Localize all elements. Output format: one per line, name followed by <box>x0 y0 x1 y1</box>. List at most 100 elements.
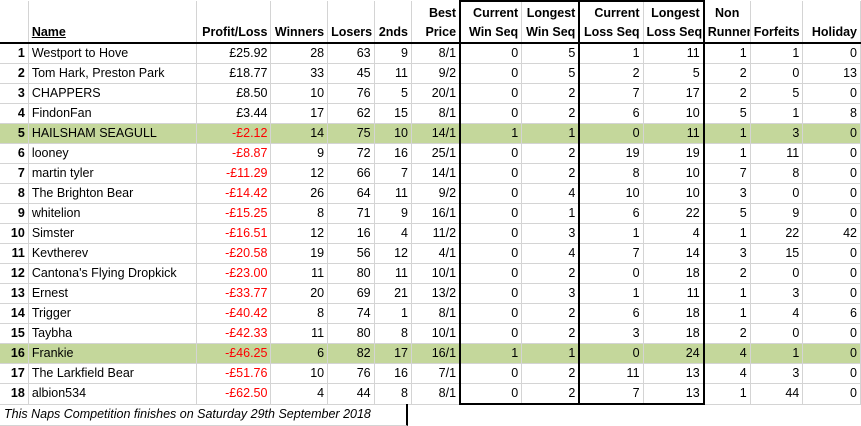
longest-loss-seq-cell[interactable]: 10 <box>643 183 705 204</box>
name-cell[interactable]: Trigger <box>28 303 197 324</box>
best-price-cell[interactable]: 10/1 <box>411 323 461 344</box>
best-price-cell[interactable]: 16/1 <box>411 343 461 364</box>
name-cell[interactable]: Taybha <box>28 323 197 344</box>
winners-cell[interactable]: 14 <box>270 123 329 144</box>
winners-cell[interactable]: 6 <box>270 343 329 364</box>
table-row[interactable]: 4 FindonFan £3.44 17 62 15 8/1 0 2 6 10 5 1 8 <box>0 103 861 124</box>
seconds-cell[interactable]: 9 <box>374 203 413 224</box>
current-loss-seq-cell[interactable]: 7 <box>579 243 644 264</box>
table-row[interactable]: 14 Trigger -£40.42 8 74 1 8/1 0 2 6 18 1 4 6 <box>0 303 861 324</box>
seconds-cell[interactable]: 8 <box>374 383 413 405</box>
longest-loss-seq-cell[interactable]: 24 <box>643 343 705 364</box>
holiday-cell[interactable]: 0 <box>802 283 861 304</box>
non-runners-cell[interactable]: 1 <box>703 123 751 144</box>
profit-loss-cell[interactable]: £25.92 <box>196 43 272 64</box>
best-price-cell[interactable]: 4/1 <box>411 243 461 264</box>
longest-loss-seq-cell[interactable]: 17 <box>643 83 705 104</box>
longest-win-seq-cell[interactable]: 2 <box>521 323 581 344</box>
losers-cell[interactable]: 69 <box>327 283 375 304</box>
forfeits-cell[interactable]: 3 <box>750 283 804 304</box>
longest-loss-seq-cell[interactable]: 11 <box>643 123 705 144</box>
current-loss-seq-cell[interactable]: 10 <box>579 183 644 204</box>
profit-loss-cell[interactable]: -£51.76 <box>196 363 272 384</box>
profit-loss-cell[interactable]: -£14.42 <box>196 183 272 204</box>
non-runners-cell[interactable]: 1 <box>703 303 751 324</box>
profit-loss-cell[interactable]: £18.77 <box>196 63 272 84</box>
holiday-header[interactable]: Holiday <box>802 1 861 44</box>
current-loss-seq-cell[interactable]: 7 <box>579 383 644 405</box>
best-price-cell[interactable]: 14/1 <box>411 123 461 144</box>
current-win-seq-cell[interactable]: 0 <box>459 363 523 384</box>
forfeits-cell[interactable]: 0 <box>750 323 804 344</box>
winners-cell[interactable]: 10 <box>270 83 329 104</box>
current-loss-seq-cell[interactable]: 1 <box>579 43 644 64</box>
seconds-cell[interactable]: 11 <box>374 183 413 204</box>
longest-win-seq-cell[interactable]: 3 <box>521 283 581 304</box>
name-cell[interactable]: looney <box>28 143 197 164</box>
longest-loss-seq-cell[interactable]: 18 <box>643 263 705 284</box>
best-price-cell[interactable]: 20/1 <box>411 83 461 104</box>
name-cell[interactable]: Ernest <box>28 283 197 304</box>
losers-cell[interactable]: 72 <box>327 143 375 164</box>
current-win-seq-cell[interactable]: 0 <box>459 183 523 204</box>
current-win-seq-cell[interactable]: 0 <box>459 203 523 224</box>
winners-cell[interactable]: 10 <box>270 363 329 384</box>
rank-cell[interactable]: 2 <box>0 63 29 84</box>
winners-cell[interactable]: 26 <box>270 183 329 204</box>
non-runners-cell[interactable]: 1 <box>703 383 751 405</box>
rank-cell[interactable]: 11 <box>0 243 29 264</box>
losers-cell[interactable]: 82 <box>327 343 375 364</box>
best-price-header[interactable]: Best Price <box>411 1 461 44</box>
longest-loss-seq-cell[interactable]: 11 <box>643 43 705 64</box>
longest-loss-seq-cell[interactable]: 10 <box>643 103 705 124</box>
losers-cell[interactable]: 64 <box>327 183 375 204</box>
holiday-cell[interactable]: 0 <box>802 383 861 405</box>
longest-loss-seq-cell[interactable]: 13 <box>643 363 705 384</box>
longest-loss-seq-cell[interactable]: 14 <box>643 243 705 264</box>
winners-header[interactable]: Winners <box>270 1 329 44</box>
winners-cell[interactable]: 11 <box>270 263 329 284</box>
current-win-seq-cell[interactable]: 0 <box>459 143 523 164</box>
current-loss-seq-cell[interactable]: 6 <box>579 303 644 324</box>
winners-cell[interactable]: 17 <box>270 103 329 124</box>
winners-cell[interactable]: 12 <box>270 223 329 244</box>
rank-cell[interactable]: 3 <box>0 83 29 104</box>
name-cell[interactable]: Kevtherev <box>28 243 197 264</box>
current-win-seq-header[interactable]: Current Win Seq <box>459 0 523 44</box>
forfeits-cell[interactable]: 22 <box>750 223 804 244</box>
non-runners-cell[interactable]: 3 <box>703 183 751 204</box>
profit-loss-cell[interactable]: -£20.58 <box>196 243 272 264</box>
seconds-cell[interactable]: 12 <box>374 243 413 264</box>
losers-cell[interactable]: 76 <box>327 83 375 104</box>
profit-loss-header[interactable]: Profit/Loss <box>196 1 272 44</box>
losers-cell[interactable]: 80 <box>327 323 375 344</box>
forfeits-cell[interactable]: 1 <box>750 343 804 364</box>
current-win-seq-cell[interactable]: 0 <box>459 43 523 64</box>
longest-win-seq-cell[interactable]: 2 <box>521 143 581 164</box>
current-win-seq-cell[interactable]: 0 <box>459 163 523 184</box>
rank-cell[interactable]: 13 <box>0 283 29 304</box>
rank-cell[interactable]: 15 <box>0 323 29 344</box>
profit-loss-cell[interactable]: -£16.51 <box>196 223 272 244</box>
name-cell[interactable]: FindonFan <box>28 103 197 124</box>
profit-loss-cell[interactable]: -£11.29 <box>196 163 272 184</box>
seconds-cell[interactable]: 5 <box>374 83 413 104</box>
rank-cell[interactable]: 12 <box>0 263 29 284</box>
best-price-cell[interactable]: 11/2 <box>411 223 461 244</box>
seconds-cell[interactable]: 4 <box>374 223 413 244</box>
longest-win-seq-cell[interactable]: 2 <box>521 363 581 384</box>
rank-cell[interactable]: 18 <box>0 383 29 405</box>
losers-cell[interactable]: 74 <box>327 303 375 324</box>
longest-loss-seq-cell[interactable]: 11 <box>643 283 705 304</box>
best-price-cell[interactable]: 8/1 <box>411 383 461 405</box>
best-price-cell[interactable]: 25/1 <box>411 143 461 164</box>
current-loss-seq-cell[interactable]: 1 <box>579 283 644 304</box>
winners-cell[interactable]: 11 <box>270 323 329 344</box>
rank-cell[interactable]: 8 <box>0 183 29 204</box>
seconds-cell[interactable]: 11 <box>374 263 413 284</box>
profit-loss-cell[interactable]: -£2.12 <box>196 123 272 144</box>
losers-cell[interactable]: 62 <box>327 103 375 124</box>
holiday-cell[interactable]: 0 <box>802 343 861 364</box>
non-runners-cell[interactable]: 5 <box>703 103 751 124</box>
forfeits-cell[interactable]: 4 <box>750 303 804 324</box>
